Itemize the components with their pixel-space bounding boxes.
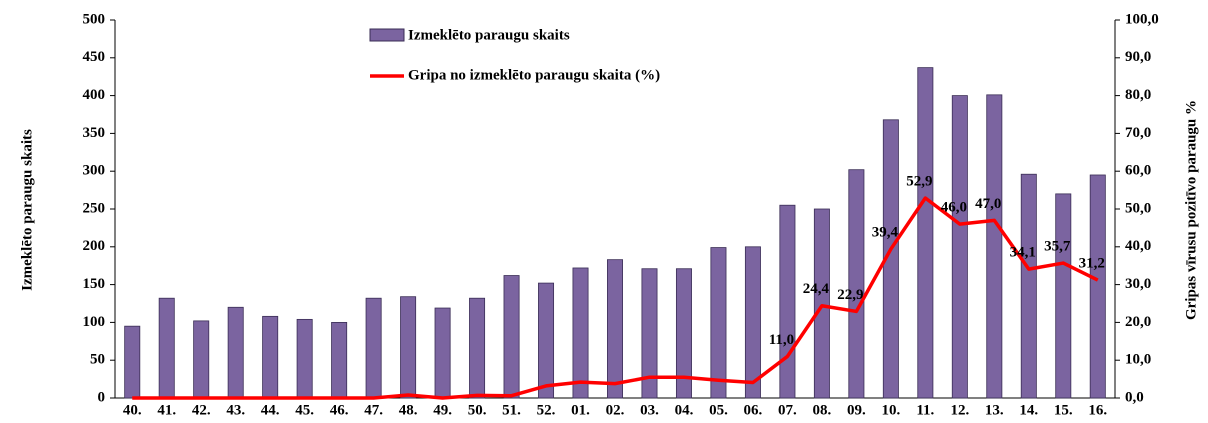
bar — [710, 247, 727, 399]
x-tick-label: 43. — [226, 402, 245, 418]
x-tick-label: 03. — [640, 402, 659, 418]
bar — [951, 95, 968, 399]
bar — [641, 268, 658, 399]
data-label: 11,0 — [769, 332, 794, 348]
bar — [848, 169, 865, 399]
x-tick-label: 15. — [1054, 402, 1073, 418]
bar — [882, 119, 899, 399]
y2-tick-label: 30,0 — [1125, 276, 1151, 292]
bar — [744, 246, 761, 399]
x-tick-label: 41. — [157, 402, 176, 418]
bar — [193, 320, 210, 399]
y-tick-label: 200 — [83, 238, 106, 254]
y-tick-label: 450 — [83, 49, 106, 65]
x-tick-label: 40. — [123, 402, 142, 418]
x-tick-label: 08. — [813, 402, 832, 418]
legend-label: Gripa no izmeklēto paraugu skaita (%) — [408, 67, 660, 83]
bar — [538, 282, 555, 399]
bar — [1055, 193, 1072, 399]
x-tick-label: 01. — [571, 402, 590, 418]
y-tick-label: 300 — [83, 163, 106, 179]
x-tick-label: 44. — [261, 402, 280, 418]
y2-tick-label: 40,0 — [1125, 238, 1151, 254]
y-tick-label: 250 — [83, 200, 106, 216]
x-tick-label: 14. — [1019, 402, 1038, 418]
bar — [296, 318, 313, 399]
bar — [572, 267, 589, 399]
bar — [227, 306, 244, 399]
bar — [262, 315, 279, 399]
bar — [986, 94, 1003, 399]
x-tick-label: 48. — [399, 402, 418, 418]
data-label: 47,0 — [975, 196, 1001, 212]
bar — [124, 325, 141, 399]
x-tick-label: 10. — [881, 402, 900, 418]
bar — [607, 259, 623, 399]
y2-tick-label: 80,0 — [1125, 87, 1151, 103]
x-tick-label: 46. — [330, 402, 349, 418]
legend-label: Izmeklēto paraugu skaits — [408, 27, 570, 43]
bar — [434, 307, 451, 399]
x-tick-label: 11. — [916, 402, 934, 418]
bar — [503, 275, 520, 399]
x-tick-label: 09. — [847, 402, 866, 418]
bar — [1089, 174, 1106, 399]
x-tick-label: 13. — [985, 402, 1004, 418]
y-tick-label: 50 — [90, 352, 105, 368]
y2-tick-label: 20,0 — [1125, 314, 1151, 330]
bar — [469, 297, 486, 399]
x-tick-label: 16. — [1088, 402, 1107, 418]
x-tick-label: 47. — [364, 402, 383, 418]
y2-tick-label: 50,0 — [1125, 200, 1151, 216]
x-tick-label: 05. — [709, 402, 728, 418]
y-tick-label: 350 — [83, 125, 106, 141]
y2-tick-label: 100,0 — [1125, 11, 1159, 27]
x-tick-label: 42. — [192, 402, 211, 418]
x-tick-label: 12. — [950, 402, 969, 418]
x-tick-label: 45. — [295, 402, 314, 418]
y2-axis-label: Gripas vīrusu pozitīvo paraugu % — [1183, 100, 1199, 320]
data-label: 24,4 — [803, 281, 830, 297]
bar — [365, 297, 382, 399]
data-label: 35,7 — [1044, 238, 1071, 254]
x-tick-label: 50. — [468, 402, 487, 418]
bar — [158, 297, 175, 399]
x-tick-label: 51. — [502, 402, 521, 418]
y2-tick-label: 90,0 — [1125, 49, 1151, 65]
bar — [331, 321, 348, 399]
data-label: 52,9 — [906, 173, 932, 189]
x-tick-label: 06. — [744, 402, 763, 418]
y2-tick-label: 70,0 — [1125, 125, 1151, 141]
x-tick-label: 52. — [537, 402, 556, 418]
data-label: 22,9 — [837, 287, 863, 303]
y2-tick-label: 60,0 — [1125, 163, 1151, 179]
x-tick-label: 07. — [778, 402, 797, 418]
bar — [917, 67, 934, 399]
data-label: 31,2 — [1079, 256, 1105, 272]
y2-tick-label: 0,0 — [1125, 389, 1144, 405]
x-tick-label: 02. — [606, 402, 625, 418]
data-label: 46,0 — [941, 200, 967, 216]
bar — [400, 296, 417, 399]
bar — [779, 204, 796, 399]
x-tick-label: 49. — [433, 402, 452, 418]
y-axis-label: Izmeklēto paraugu skaits — [19, 129, 35, 291]
data-label: 39,4 — [872, 225, 899, 241]
y2-tick-label: 10,0 — [1125, 352, 1151, 368]
bar — [1020, 173, 1037, 399]
y-tick-label: 400 — [83, 87, 106, 103]
y-tick-label: 150 — [83, 276, 106, 292]
bar — [675, 268, 692, 399]
line — [132, 196, 1099, 400]
y-tick-label: 0 — [98, 389, 106, 405]
y-tick-label: 500 — [83, 11, 106, 27]
data-label: 34,1 — [1010, 245, 1036, 261]
bar — [813, 208, 830, 399]
y-tick-label: 100 — [83, 314, 106, 330]
x-tick-label: 04. — [675, 402, 694, 418]
legend-swatch — [369, 28, 405, 42]
